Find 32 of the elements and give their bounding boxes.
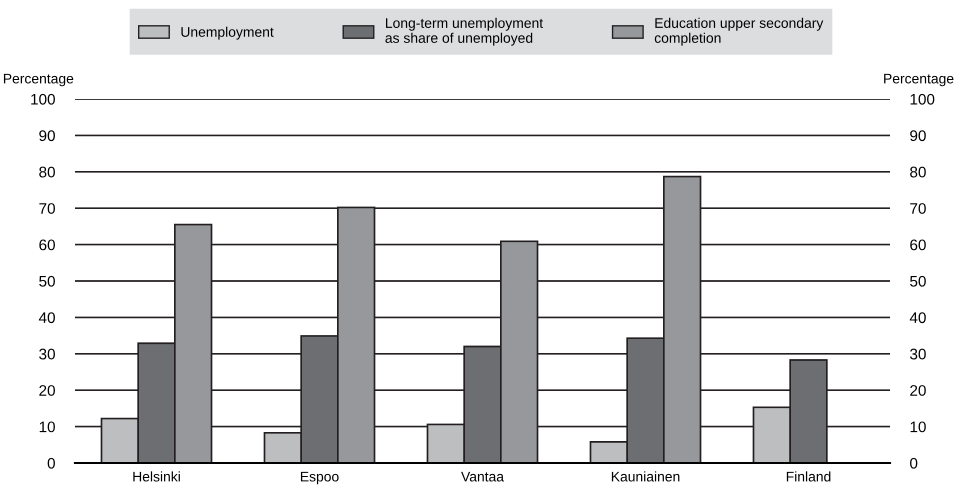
legend-label: Unemployment	[181, 26, 274, 40]
y2-tick-label: 50	[910, 276, 926, 287]
y2-tick-label: 70	[910, 203, 926, 214]
y-tick-label: 30	[39, 348, 55, 360]
y-axis-title: Percentage	[4, 74, 74, 86]
y2-tick-label: 80	[910, 166, 926, 178]
y2-tick-label: 20	[910, 385, 926, 396]
legend-label: Education upper secondary completion	[654, 18, 824, 46]
x-tick-label: Espoo	[300, 472, 339, 484]
y-tick-label: 100	[31, 94, 55, 105]
legend-label: Long-term unemployment as share of unemployed	[385, 18, 544, 46]
y-tick-label: 20	[39, 385, 55, 396]
y-tick-label: 70	[39, 203, 55, 214]
x-tick-label: Helsinki	[133, 471, 180, 482]
y-tick-label: 90	[39, 130, 55, 142]
y-tick-label: 50	[39, 276, 55, 287]
y2-tick-label: 60	[910, 239, 926, 250]
y2-axis-title: Percentage	[884, 74, 954, 86]
y2-tick-label: 30	[910, 348, 926, 360]
x-tick-label: Finland	[786, 471, 830, 482]
y-tick-label: 40	[38, 312, 55, 324]
x-tick-label: Kauniainen	[612, 471, 680, 482]
y2-tick-label: 90	[910, 130, 926, 142]
y2-tick-label: 10	[910, 421, 926, 432]
y-tick-label: 10	[40, 421, 55, 432]
y-tick-label: 0	[48, 458, 55, 469]
x-tick-label: Vantaa	[461, 472, 504, 482]
y-tick-label: 80	[39, 166, 55, 178]
y2-tick-label: 40	[910, 312, 926, 324]
y-tick-label: 60	[39, 239, 55, 250]
y2-tick-label: 100	[910, 94, 934, 105]
y2-tick-label: 0	[910, 458, 918, 469]
